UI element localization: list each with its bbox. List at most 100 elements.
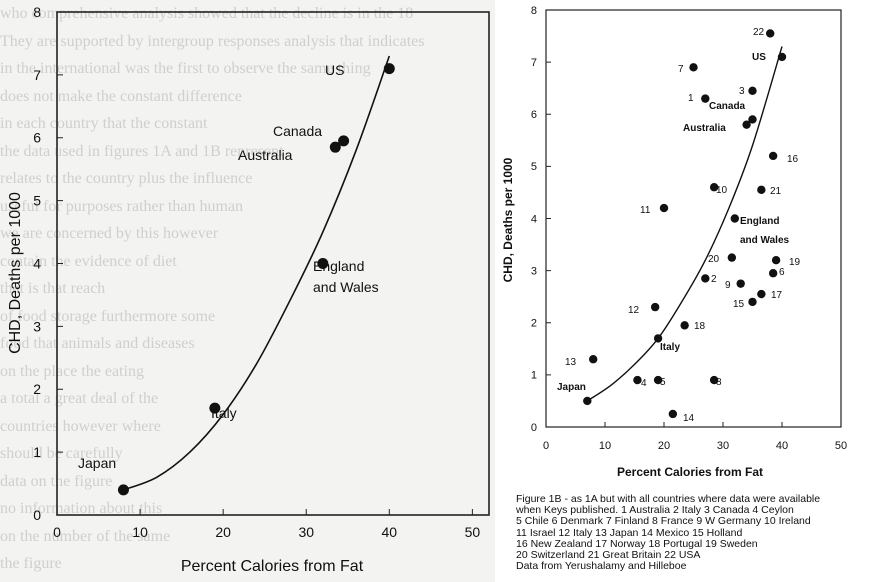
y-tick-label: 0 — [531, 422, 537, 434]
y-tick-label: 3 — [531, 265, 537, 277]
y-tick-label: 4 — [531, 213, 537, 225]
data-point-us — [777, 52, 787, 62]
data-point-20 — [727, 253, 737, 262]
data-point-1 — [701, 94, 710, 103]
left-chart: 0 1 2 3 4 5 6 7 8 0 10 20 30 40 50 US Canada Australi… — [7, 4, 490, 575]
right-label-11: 11 — [640, 205, 651, 216]
caption-line: when Keys published. 1 Australia 2 Italy… — [516, 504, 794, 517]
caption-line: 20 Switzerland 21 Great Britain 22 USA — [516, 549, 701, 562]
data-point-australia — [742, 120, 751, 129]
left-x-axis-label: Percent Calories from Fat — [181, 558, 364, 575]
y-tick-label: 8 — [33, 4, 41, 20]
right-label-2: 2 — [711, 274, 717, 285]
left-label-canada: Canada — [273, 123, 322, 139]
right-y-axis-label: CHD, Deaths per 1000 — [501, 157, 515, 282]
right-label-australia: Australia — [683, 123, 726, 134]
data-point-3 — [748, 86, 757, 95]
right-label-21: 21 — [770, 186, 782, 197]
data-point-canada — [748, 115, 757, 124]
right-label-and-wales: and Wales — [740, 235, 790, 246]
right-label-22: 22 — [753, 27, 765, 38]
data-point-17 — [757, 289, 766, 299]
data-point-england-and-wales — [730, 214, 739, 223]
y-tick-label: 4 — [33, 255, 41, 271]
y-tick-label: 8 — [531, 5, 537, 17]
right-label-20: 20 — [708, 254, 720, 265]
caption-line: Data from Yerushalamy and Hilleboe — [516, 560, 687, 573]
x-tick-label: 0 — [53, 524, 61, 540]
data-point-13 — [589, 355, 598, 364]
right-label-18: 18 — [694, 321, 706, 332]
right-label-10: 10 — [716, 185, 728, 196]
right-label-6: 6 — [779, 267, 785, 278]
left-label-and-wales: and Wales — [313, 279, 379, 295]
data-point-australia — [329, 141, 341, 153]
x-tick-label: 10 — [599, 440, 611, 452]
right-figure-caption: Figure 1B - as 1A but with all countries… — [516, 493, 878, 573]
left-label-japan: Japan — [78, 455, 116, 471]
left-y-axis-label: CHD, Deaths per 1000 — [7, 192, 24, 354]
y-tick-label: 7 — [33, 67, 41, 83]
x-tick-label: 40 — [382, 524, 398, 540]
data-point-11 — [659, 203, 669, 213]
data-point-8 — [709, 375, 719, 385]
right-points — [583, 29, 787, 419]
y-tick-label: 2 — [33, 381, 41, 397]
right-label-japan: Japan — [557, 382, 586, 393]
right-label-15: 15 — [733, 299, 745, 310]
right-label-4: 4 — [641, 378, 647, 389]
data-point-italy — [653, 334, 663, 343]
caption-line: 5 Chile 6 Denmark 7 Finland 8 France 9 W… — [516, 515, 811, 528]
right-plot-frame — [545, 9, 842, 428]
data-point-10 — [709, 183, 719, 192]
caption-line: 16 New Zealand 17 Norway 18 Portugal 19 … — [516, 537, 758, 550]
y-tick-label: 1 — [33, 444, 41, 460]
right-label-8: 8 — [716, 377, 722, 388]
data-point-16 — [768, 151, 778, 161]
y-tick-label: 1 — [531, 370, 537, 382]
data-point-12 — [650, 302, 660, 312]
right-y-axis: 0 1 2 3 4 5 6 7 8 — [531, 5, 551, 434]
right-label-14: 14 — [683, 413, 695, 424]
right-label-italy: Italy — [660, 342, 680, 353]
x-tick-label: 50 — [465, 524, 481, 540]
data-point-japan — [117, 484, 129, 496]
y-tick-label: 2 — [531, 318, 537, 330]
data-point-18 — [680, 321, 689, 330]
y-tick-label: 5 — [33, 193, 41, 209]
y-tick-label: 5 — [531, 161, 537, 173]
data-point-14 — [668, 409, 678, 419]
data-point-15 — [748, 297, 757, 307]
left-fit-curve — [123, 55, 391, 491]
right-label-16: 16 — [787, 154, 799, 165]
left-y-axis: 0 1 2 3 4 5 6 7 8 — [33, 4, 63, 523]
x-tick-label: 20 — [215, 524, 231, 540]
data-point-4 — [633, 375, 642, 385]
x-tick-label: 20 — [658, 440, 670, 452]
x-tick-label: 50 — [835, 440, 847, 452]
right-label-5: 5 — [660, 377, 666, 388]
left-x-axis: 0 10 20 30 40 50 — [53, 509, 480, 540]
data-point-7 — [689, 63, 698, 72]
right-label-9: 9 — [725, 280, 731, 291]
left-panel — [0, 0, 495, 582]
caption-line: Figure 1B - as 1A but with all countries… — [516, 493, 821, 505]
data-point-us — [383, 63, 395, 75]
right-label-3: 3 — [739, 86, 745, 97]
data-point-21 — [757, 185, 766, 195]
right-label-7: 7 — [678, 64, 684, 75]
data-point-japan — [583, 396, 592, 406]
right-label-19: 19 — [789, 257, 801, 268]
x-tick-label: 0 — [543, 440, 549, 452]
data-point-canada — [338, 135, 350, 147]
x-tick-label: 10 — [132, 524, 148, 540]
data-point-5 — [653, 375, 663, 385]
right-label-1: 1 — [688, 93, 694, 104]
right-label-12: 12 — [628, 305, 640, 316]
data-point-19 — [771, 256, 781, 265]
x-tick-label: 30 — [298, 524, 314, 540]
left-label-australia: Australia — [238, 147, 293, 163]
data-point-22 — [766, 29, 775, 38]
